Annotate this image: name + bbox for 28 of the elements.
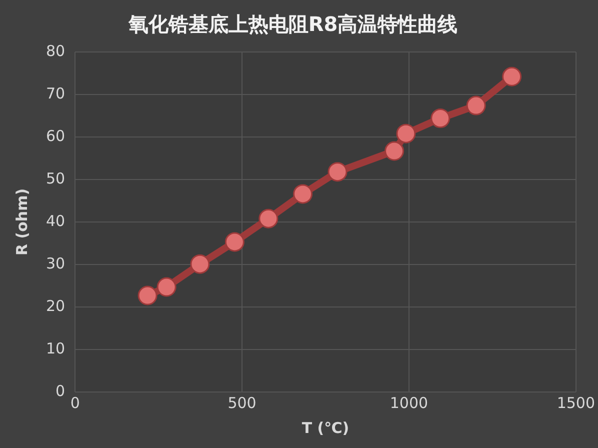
y-axis-title: R (ohm): [12, 188, 31, 256]
point: [293, 184, 313, 204]
point: [328, 162, 348, 182]
point: [502, 66, 522, 86]
x-tick-label: 500: [228, 394, 256, 412]
point: [384, 141, 404, 161]
x-tick-label: 1500: [556, 394, 596, 412]
point: [224, 232, 244, 252]
y-tick-label: 60: [46, 126, 66, 145]
x-tick-label: 1000: [390, 394, 428, 412]
point: [466, 96, 486, 116]
x-tick-label: 0: [70, 394, 80, 412]
y-tick-label: 20: [46, 296, 66, 315]
point: [430, 108, 450, 128]
chart-title: 氧化锆基底上热电阻R8高温特性曲线: [127, 12, 458, 36]
point: [138, 286, 158, 306]
point: [396, 124, 416, 144]
y-tick-label: 80: [46, 42, 66, 60]
point: [258, 208, 278, 228]
y-tick-label: 40: [46, 212, 66, 230]
y-tick-label: 70: [46, 84, 66, 102]
y-tick-label: 10: [46, 339, 66, 358]
x-axis-title: T (℃): [302, 418, 350, 437]
point: [190, 254, 210, 274]
y-tick-label: 50: [46, 169, 66, 188]
y-tick-label: 30: [46, 254, 66, 272]
y-tick-label: 0: [56, 382, 66, 400]
point: [156, 277, 176, 297]
